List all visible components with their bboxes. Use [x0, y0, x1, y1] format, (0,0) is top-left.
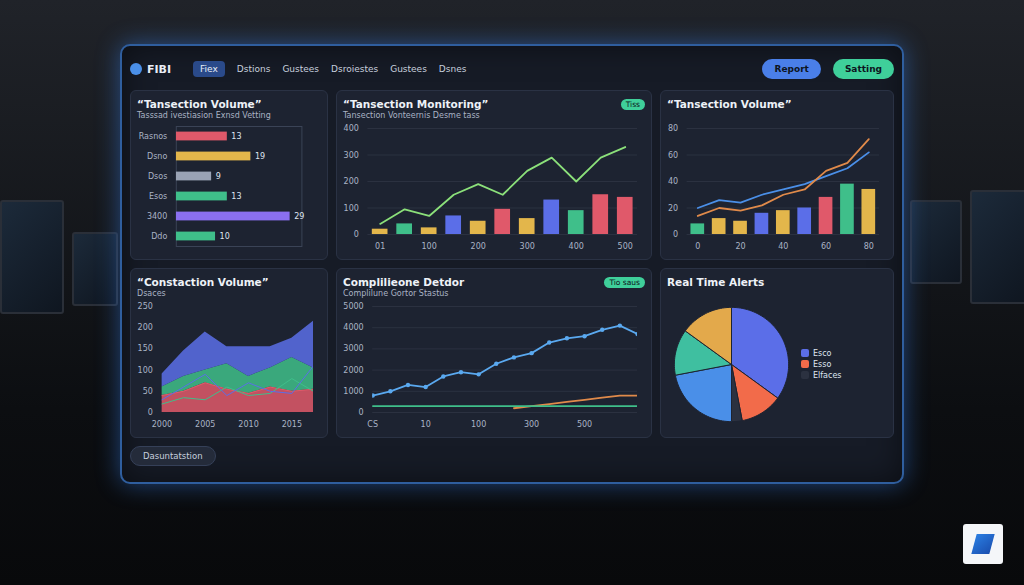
svg-text:150: 150: [138, 344, 153, 353]
html-text:Dsnes: Dsnes: [438, 64, 467, 74]
html-text:Tansection Vonteernis Desme ta: Tansection Vonteernis Desme tass: [343, 111, 480, 120]
html-text:Esso: Esso: [813, 359, 832, 369]
svg-text:10: 10: [421, 420, 431, 428]
svg-text:100: 100: [422, 242, 437, 250]
svg-text:60: 60: [821, 242, 831, 250]
svg-text:0: 0: [148, 408, 153, 417]
svg-text:0: 0: [695, 242, 700, 250]
html-text:Dsroiestes: Dsroiestes: [331, 64, 379, 74]
html-text:Gustees: Gustees: [282, 64, 320, 74]
html-text:“Constaction Volume”: “Constaction Volume”: [137, 276, 269, 288]
html-text:Complilieone Detdor: Complilieone Detdor: [343, 276, 465, 288]
html-text:Tasssad ivestiasion Exnsd Vett: Tasssad ivestiasion Exnsd Vetting: [137, 111, 271, 120]
html-text:Gustees: Gustees: [390, 64, 427, 74]
svg-text:60: 60: [668, 151, 678, 160]
svg-text:Dsos: Dsos: [148, 172, 167, 181]
html-text:Dstions: Dstions: [236, 64, 271, 74]
svg-text:0: 0: [359, 408, 364, 417]
html-text:Dsaces: Dsaces: [137, 289, 166, 298]
svg-text:13: 13: [231, 192, 241, 201]
svg-text:Dsno: Dsno: [147, 152, 167, 161]
svg-text:200: 200: [138, 323, 153, 332]
svg-text:20: 20: [668, 204, 678, 213]
svg-text:13: 13: [231, 132, 241, 141]
svg-text:3400: 3400: [147, 212, 167, 221]
svg-text:20: 20: [735, 242, 745, 250]
svg-text:5000: 5000: [343, 302, 363, 311]
svg-text:500: 500: [618, 242, 633, 250]
html-text:Elfaces: Elfaces: [813, 370, 842, 380]
svg-text:1000: 1000: [343, 387, 363, 396]
svg-text:100: 100: [344, 204, 359, 213]
svg-text:19: 19: [255, 152, 265, 161]
svg-text:200: 200: [344, 177, 359, 186]
svg-text:CS: CS: [367, 420, 378, 428]
svg-text:0: 0: [673, 230, 678, 239]
svg-text:29: 29: [294, 212, 304, 221]
svg-text:50: 50: [143, 387, 153, 396]
svg-text:10: 10: [220, 232, 230, 241]
svg-text:01: 01: [375, 242, 385, 250]
svg-text:250: 250: [138, 302, 153, 311]
html-text:“Tansection Volume”: “Tansection Volume”: [667, 98, 792, 110]
html-text:Tiss: Tiss: [625, 99, 640, 109]
svg-text:Ddo: Ddo: [151, 232, 167, 241]
svg-text:3000: 3000: [343, 344, 363, 353]
svg-text:0: 0: [354, 230, 359, 239]
svg-text:400: 400: [569, 242, 584, 250]
svg-text:2010: 2010: [238, 420, 258, 428]
html-text:Real Time Alerts: Real Time Alerts: [667, 276, 765, 288]
svg-text:80: 80: [864, 242, 874, 250]
svg-text:9: 9: [216, 172, 221, 181]
svg-text:100: 100: [138, 366, 153, 375]
svg-text:2015: 2015: [282, 420, 302, 428]
html-text:Dasuntatstion: Dasuntatstion: [143, 451, 203, 461]
svg-text:Esos: Esos: [149, 192, 167, 201]
svg-text:40: 40: [668, 177, 678, 186]
svg-text:200: 200: [471, 242, 486, 250]
svg-text:2005: 2005: [195, 420, 215, 428]
svg-text:Rasnos: Rasnos: [139, 132, 168, 141]
html-text:Tio saus: Tio saus: [609, 277, 640, 287]
html-text:“Tansection Monitoring”: “Tansection Monitoring”: [343, 98, 489, 110]
html-text:Esco: Esco: [813, 348, 832, 358]
svg-text:400: 400: [344, 124, 359, 133]
svg-text:300: 300: [520, 242, 535, 250]
svg-text:300: 300: [524, 420, 539, 428]
html-text:Complilune Gortor Stastus: Complilune Gortor Stastus: [343, 289, 449, 298]
svg-text:2000: 2000: [343, 366, 363, 375]
html-text:Report: Report: [774, 64, 809, 74]
svg-text:40: 40: [778, 242, 788, 250]
svg-text:80: 80: [668, 124, 678, 133]
html-text:“Tansection Volume”: “Tansection Volume”: [137, 98, 262, 110]
html-text:Fiex: Fiex: [200, 64, 218, 74]
svg-text:500: 500: [577, 420, 592, 428]
svg-text:4000: 4000: [343, 323, 363, 332]
html-text:Satting: Satting: [844, 64, 882, 74]
svg-text:2000: 2000: [152, 420, 172, 428]
svg-text:100: 100: [471, 420, 486, 428]
html-text:FIBI: FIBI: [147, 62, 172, 76]
svg-text:300: 300: [344, 151, 359, 160]
